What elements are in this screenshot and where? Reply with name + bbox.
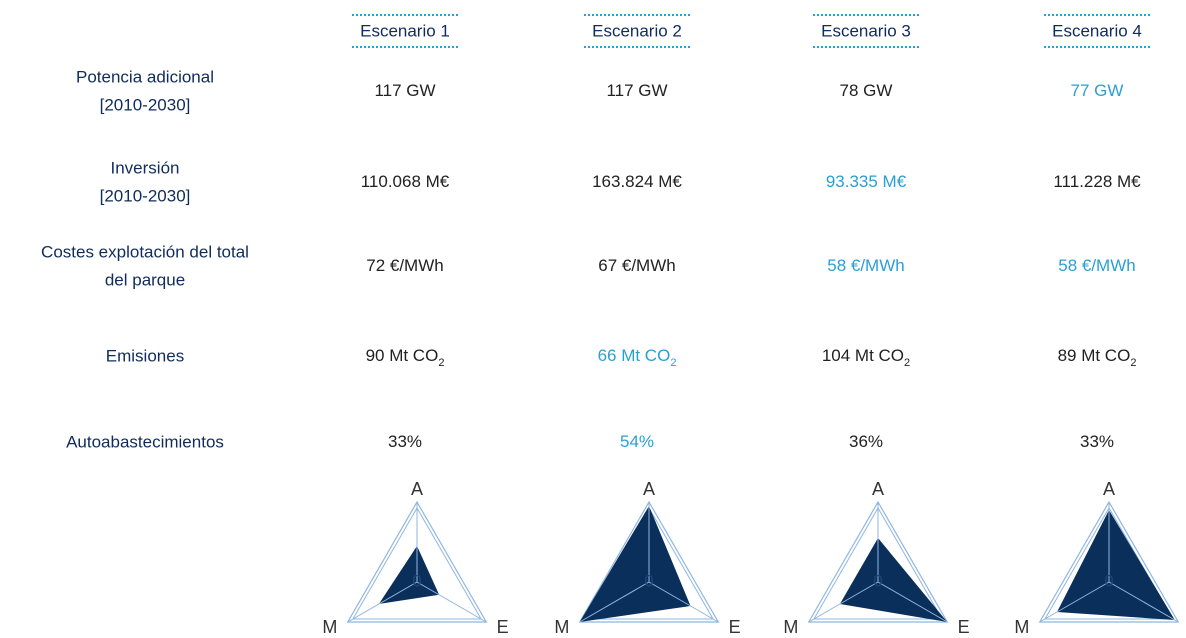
radar-area bbox=[579, 506, 691, 622]
cell-value: 110.068 M€ bbox=[361, 172, 450, 191]
cell-subscript: 2 bbox=[670, 357, 676, 369]
radar-axis bbox=[1108, 581, 1179, 623]
cell-text: 77 GW bbox=[1071, 81, 1124, 100]
cell-subscript: 2 bbox=[1130, 357, 1136, 369]
radar-axis-label: A bbox=[872, 479, 884, 499]
cell-text: 54% bbox=[620, 432, 654, 451]
radar-axis-label: M bbox=[554, 617, 569, 637]
radar-axis-label: A bbox=[1103, 479, 1115, 499]
radar-area bbox=[1057, 510, 1175, 620]
row-label: [2010-2030] bbox=[100, 186, 191, 205]
cell-text: 104 Mt CO bbox=[822, 346, 904, 365]
cell-text: 89 Mt CO bbox=[1058, 346, 1131, 365]
cell-value: 117 GW bbox=[606, 81, 667, 100]
radar-axis-label: E bbox=[958, 617, 970, 637]
row-label: Inversión bbox=[111, 158, 180, 177]
radar-outline bbox=[578, 500, 720, 623]
radar-axis-label: M bbox=[322, 617, 337, 637]
cell-value: 89 Mt CO2 bbox=[1058, 346, 1137, 368]
radar-axis bbox=[347, 581, 418, 623]
cell-value: 54% bbox=[620, 432, 654, 451]
row-label: del parque bbox=[105, 270, 185, 289]
cell-value: 33% bbox=[388, 432, 422, 451]
cell-value: 78 GW bbox=[840, 81, 893, 100]
column-header: Escenario 2 bbox=[592, 21, 682, 40]
cell-value: 33% bbox=[1080, 432, 1114, 451]
cell-text: 66 Mt CO bbox=[598, 346, 671, 365]
cell-value: 36% bbox=[849, 432, 883, 451]
radar-axis bbox=[416, 581, 487, 623]
cell-value: 93.335 M€ bbox=[826, 172, 907, 191]
radar-inner-outline bbox=[1044, 507, 1174, 620]
cell-value: 77 GW bbox=[1071, 81, 1124, 100]
cell-text: 58 €/MWh bbox=[827, 256, 904, 275]
column-header: Escenario 4 bbox=[1052, 21, 1142, 40]
cell-text: 111.228 M€ bbox=[1053, 172, 1141, 191]
cell-subscript: 2 bbox=[904, 357, 910, 369]
radar-area bbox=[378, 546, 440, 604]
radar-axis-label: A bbox=[411, 479, 423, 499]
radar-axis bbox=[579, 581, 650, 623]
row-label: Potencia adicional bbox=[76, 67, 214, 86]
radar-axis bbox=[877, 581, 948, 623]
cell-text: 117 GW bbox=[374, 81, 435, 100]
cell-subscript: 2 bbox=[438, 357, 444, 369]
cell-text: 33% bbox=[1080, 432, 1114, 451]
radar-tick-label: 0 bbox=[644, 571, 653, 590]
cell-value: 66 Mt CO2 bbox=[598, 346, 677, 368]
cell-text: 72 €/MWh bbox=[366, 256, 443, 275]
row-label: [2010-2030] bbox=[100, 95, 191, 114]
cell-value: 117 GW bbox=[374, 81, 435, 100]
cell-value: 111.228 M€ bbox=[1053, 172, 1141, 191]
radar-axis bbox=[648, 581, 719, 623]
cell-text: 90 Mt CO bbox=[366, 346, 439, 365]
radar-axis-label: A bbox=[643, 479, 655, 499]
radar-tick-label: 0 bbox=[873, 571, 882, 590]
cell-value: 58 €/MWh bbox=[827, 256, 904, 275]
radar-tick-label: 0 bbox=[412, 571, 421, 590]
radar-outline bbox=[1038, 500, 1180, 623]
cell-text: 67 €/MWh bbox=[598, 256, 675, 275]
radar-axis bbox=[1039, 581, 1110, 623]
radar-outline bbox=[346, 500, 488, 623]
cell-text: 110.068 M€ bbox=[361, 172, 450, 191]
radar-axis-label: M bbox=[783, 617, 798, 637]
cell-text: 36% bbox=[849, 432, 883, 451]
radar-tick-label: 0 bbox=[1104, 571, 1113, 590]
cell-value: 90 Mt CO2 bbox=[366, 346, 445, 368]
column-header: Escenario 1 bbox=[360, 21, 450, 40]
radar-axis bbox=[808, 581, 879, 623]
radar-outline bbox=[807, 500, 949, 623]
row-label: Costes explotación del total bbox=[41, 242, 249, 261]
cell-text: 117 GW bbox=[606, 81, 667, 100]
cell-value: 72 €/MWh bbox=[366, 256, 443, 275]
cell-text: 163.824 M€ bbox=[592, 172, 682, 191]
radar-axis-label: E bbox=[497, 617, 509, 637]
cell-value: 67 €/MWh bbox=[598, 256, 675, 275]
column-header: Escenario 3 bbox=[821, 21, 911, 40]
cell-value: 58 €/MWh bbox=[1058, 256, 1135, 275]
cell-value: 104 Mt CO2 bbox=[822, 346, 910, 368]
radar-axis-label: E bbox=[729, 617, 741, 637]
radar-inner-outline bbox=[813, 506, 943, 620]
cell-text: 33% bbox=[388, 432, 422, 451]
radar-axis-label: M bbox=[1014, 617, 1029, 637]
row-label: Emisiones bbox=[106, 346, 184, 365]
row-label: Autoabastecimientos bbox=[66, 432, 224, 451]
radar-inner-outline bbox=[352, 506, 482, 620]
radar-area bbox=[839, 538, 948, 622]
cell-text: 58 €/MWh bbox=[1058, 256, 1135, 275]
cell-text: 93.335 M€ bbox=[826, 172, 907, 191]
cell-value: 163.824 M€ bbox=[592, 172, 682, 191]
cell-text: 78 GW bbox=[840, 81, 893, 100]
